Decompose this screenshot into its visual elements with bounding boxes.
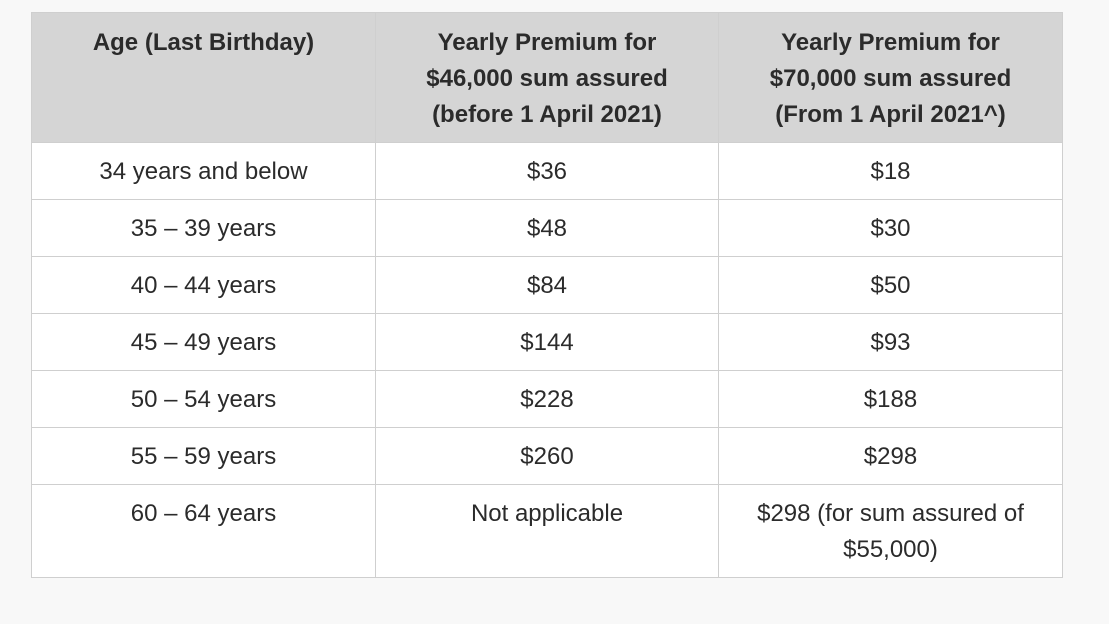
table-row: 60 – 64 years Not applicable $298 (for s… <box>31 484 1063 578</box>
table-row: 55 – 59 years $260 $298 <box>31 427 1063 485</box>
header-age: Age (Last Birthday) <box>31 12 376 143</box>
cell-premium-from: $93 <box>718 313 1063 371</box>
table-row: 40 – 44 years $84 $50 <box>31 256 1063 314</box>
cell-premium-before: $48 <box>375 199 719 257</box>
header-age-line-1: Age (Last Birthday) <box>92 29 315 56</box>
header-premium-from: Yearly Premium for $70,000 sum assured (… <box>718 12 1063 143</box>
cell-premium-from: $30 <box>718 199 1063 257</box>
header-from-line-2: $70,000 sum assured <box>769 65 1012 92</box>
cell-premium-before: $260 <box>375 427 719 485</box>
cell-age: 60 – 64 years <box>31 484 376 578</box>
header-before-line-2: $46,000 sum assured <box>426 65 668 92</box>
table-row: 50 – 54 years $228 $188 <box>31 370 1063 428</box>
cell-premium-before: $36 <box>375 142 719 200</box>
cell-premium-from-line-1: $298 (for sum assured of <box>757 500 1024 527</box>
header-before-line-1: Yearly Premium for <box>437 29 657 56</box>
cell-age: 35 – 39 years <box>31 199 376 257</box>
cell-premium-from: $298 <box>718 427 1063 485</box>
premium-table: Age (Last Birthday) Yearly Premium for $… <box>31 12 1063 578</box>
cell-age: 50 – 54 years <box>31 370 376 428</box>
cell-premium-before: $228 <box>375 370 719 428</box>
cell-premium-from: $298 (for sum assured of $55,000) <box>718 484 1063 578</box>
cell-premium-from: $18 <box>718 142 1063 200</box>
table-header-row: Age (Last Birthday) Yearly Premium for $… <box>31 12 1063 143</box>
table-row: 45 – 49 years $144 $93 <box>31 313 1063 371</box>
cell-premium-before: $144 <box>375 313 719 371</box>
cell-premium-from: $188 <box>718 370 1063 428</box>
header-from-line-1: Yearly Premium for <box>781 29 1000 56</box>
cell-age: 40 – 44 years <box>31 256 376 314</box>
cell-age: 45 – 49 years <box>31 313 376 371</box>
cell-premium-before: $84 <box>375 256 719 314</box>
cell-premium-from: $50 <box>718 256 1063 314</box>
cell-age: 34 years and below <box>31 142 376 200</box>
cell-age: 55 – 59 years <box>31 427 376 485</box>
cell-premium-from-line-2: $55,000) <box>843 536 938 563</box>
header-before-line-3: (before 1 April 2021) <box>432 101 662 128</box>
header-from-line-3: (From 1 April 2021^) <box>775 101 1006 128</box>
header-premium-before: Yearly Premium for $46,000 sum assured (… <box>375 12 719 143</box>
table-row: 34 years and below $36 $18 <box>31 142 1063 200</box>
premium-table-container: Age (Last Birthday) Yearly Premium for $… <box>31 12 1063 578</box>
table-row: 35 – 39 years $48 $30 <box>31 199 1063 257</box>
cell-premium-before: Not applicable <box>375 484 719 578</box>
